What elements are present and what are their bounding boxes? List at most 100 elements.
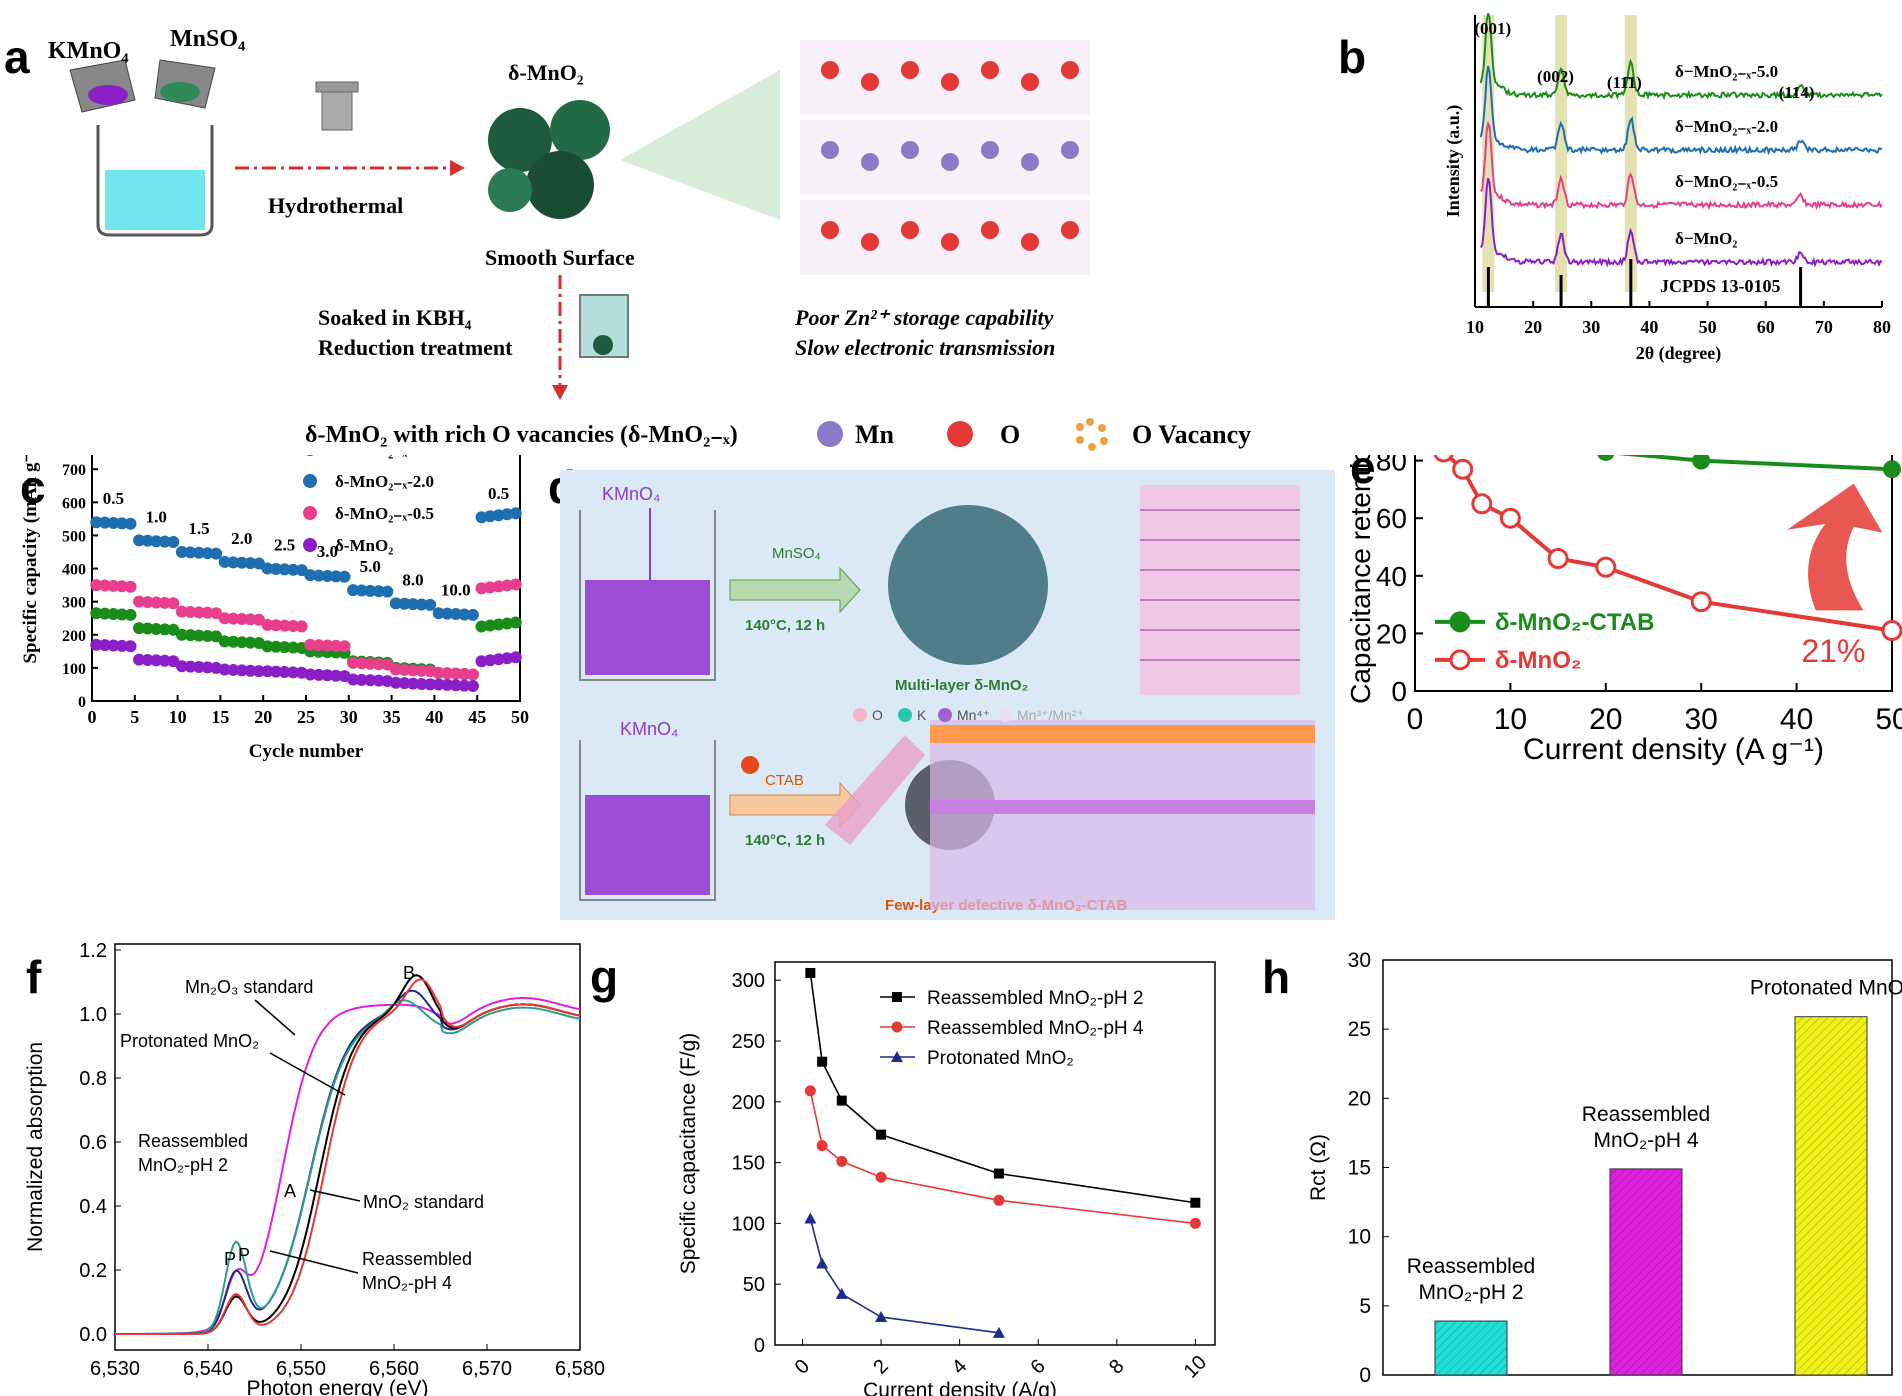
data-point (90, 579, 103, 592)
y-axis-title: Rct (Ω) (1307, 1134, 1330, 1201)
bar-label: Reassembled (1582, 1103, 1710, 1126)
annotation-arrow (309, 1189, 361, 1202)
mnso4-cup-icon (154, 59, 216, 109)
y-tick-label: 700 (62, 462, 86, 479)
data-point (364, 584, 377, 597)
data-point (875, 1171, 887, 1183)
x-tick-label: 50 (1875, 703, 1902, 736)
result-line2-text: Slow electronic transmission (795, 335, 1055, 360)
annotation: MnO₂-pH 2 (138, 1155, 228, 1175)
data-point (441, 678, 454, 691)
legend-marker (303, 506, 317, 520)
data-point (261, 562, 274, 575)
x-tick-label: 2 (869, 1355, 892, 1378)
multilayer-flower-icon (888, 505, 1048, 665)
annotation: A (284, 1181, 296, 1201)
y-tick-label: 0 (1359, 1364, 1371, 1387)
data-point (261, 640, 274, 653)
x-tick-label: 0 (791, 1355, 814, 1378)
x-tick-label: 40 (1640, 317, 1658, 337)
data-point (244, 557, 257, 570)
data-point (295, 620, 308, 633)
beaker-icon (96, 125, 214, 237)
legend-marker (303, 474, 317, 488)
series-line (809, 972, 1196, 1204)
data-point (466, 668, 479, 681)
x-tick-label: 45 (468, 707, 486, 727)
series-line (809, 1090, 1196, 1225)
data-point (287, 563, 300, 576)
data-point (1883, 460, 1901, 479)
data-point (1189, 1217, 1201, 1229)
rate-label: 1.0 (146, 507, 167, 526)
data-point (816, 1257, 829, 1269)
data-point (193, 661, 205, 674)
bar-label: Protonated MnO₂ (1750, 977, 1902, 1000)
rate-label: 1.5 (188, 519, 209, 538)
panel-label-e: e (1350, 441, 1376, 493)
data-point (167, 597, 180, 610)
data-point (993, 1194, 1005, 1206)
data-point (270, 619, 283, 632)
data-point (304, 638, 317, 651)
data-point (432, 607, 445, 620)
series-label: δ−MnO₂₋ₓ-2.0 (1675, 117, 1778, 136)
panel-a-schematic: KMnO₄ MnSO₄ Hydrothermal δ-MnO₂ Smooth S… (48, 26, 1251, 451)
x-axis-title: Current density (A/g) (863, 1379, 1057, 1396)
reagent-top-text: KMnO₄ (602, 484, 660, 504)
rate-label: 2.0 (231, 529, 252, 548)
reference-label: JCPDS 13-0105 (1660, 276, 1781, 296)
data-point (227, 556, 240, 569)
y-tick-label: 5 (1359, 1295, 1371, 1318)
data-point (364, 657, 377, 670)
product-name-text: δ-MnO₂ (508, 60, 584, 85)
legend-marker (892, 992, 902, 1002)
d-legend-k: K (917, 707, 927, 723)
peak-label: (11̄1) (1607, 73, 1642, 92)
panel-label-b: b (1338, 31, 1367, 83)
ctab-molecule-icon (741, 756, 759, 774)
data-point (381, 585, 394, 598)
data-point (287, 641, 300, 654)
plot-frame (774, 961, 1216, 1346)
y-axis-title: Capacitance retention (%) (1345, 455, 1376, 704)
series-label: δ−MnO₂₋ₓ-0.5 (1675, 172, 1778, 191)
mn4-marker (938, 708, 952, 722)
data-point (141, 596, 154, 609)
data-point (150, 535, 163, 548)
data-point (227, 612, 240, 625)
legend-label: δ-MnO₂-CTAB (1495, 609, 1654, 636)
annotation: MnO₂-pH 4 (362, 1273, 452, 1293)
panel-e-chart: 01020304050020406080100Current density (… (1345, 455, 1902, 766)
data-point (141, 622, 154, 635)
beaker-bottom-icon (579, 740, 716, 901)
annotation: B (403, 963, 415, 983)
y-tick-label: 0.2 (79, 1260, 107, 1282)
data-point (133, 595, 146, 608)
x-axis-title: 2θ (degree) (1636, 343, 1722, 364)
data-point (432, 666, 445, 679)
data-point (804, 1212, 817, 1224)
result-line1-text: Poor Zn²⁺ storage capability (794, 305, 1054, 330)
annotation: Reassembled (362, 1249, 472, 1269)
data-point (90, 516, 103, 529)
x-tick-label: 10 (1180, 1351, 1211, 1382)
plot-frame (1414, 455, 1893, 692)
surface-text: Smooth Surface (485, 245, 635, 270)
data-point (98, 607, 111, 620)
data-point (107, 639, 120, 652)
rate-label: 0.5 (103, 489, 124, 508)
x-tick-label: 6,580 (555, 1358, 605, 1380)
x-tick-label: 6,530 (90, 1358, 140, 1380)
x-tick-label: 8 (1105, 1355, 1128, 1378)
annotation: MnO₂ standard (363, 1192, 484, 1212)
data-point (278, 563, 291, 576)
data-point (201, 547, 214, 560)
treatment-line2-text: Reduction treatment (318, 335, 513, 360)
data-point (407, 677, 419, 690)
x-tick-label: 20 (1524, 317, 1542, 337)
x-tick-label: 10 (169, 707, 187, 727)
data-point (458, 679, 471, 692)
y-tick-label: 60 (1376, 503, 1407, 534)
